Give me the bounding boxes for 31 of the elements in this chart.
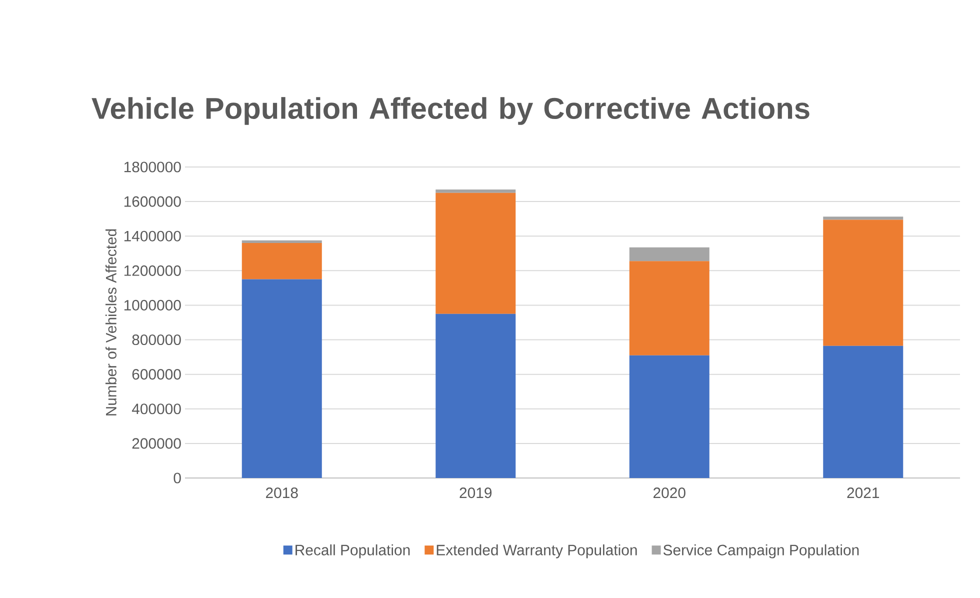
bar — [823, 346, 904, 478]
y-tick-label: 0 — [174, 472, 181, 484]
y-tick-label: 1800000 — [124, 162, 181, 172]
bar — [823, 216, 904, 220]
bar — [242, 240, 322, 244]
bar — [436, 189, 516, 193]
chart-title: Vehicle Population Affected by Corrective Actions — [92, 97, 810, 125]
y-tick-label: 200000 — [132, 438, 181, 449]
y-tick-label: 1600000 — [124, 196, 181, 207]
bar — [629, 261, 710, 356]
x-tick-label: 2021 — [847, 488, 880, 498]
bar — [629, 247, 710, 262]
bar — [242, 279, 322, 478]
bar — [823, 220, 904, 346]
legend-label: Recall Population — [296, 544, 410, 558]
bar — [436, 192, 516, 314]
y-tick-label: 600000 — [132, 369, 181, 380]
y-tick-label: 400000 — [132, 404, 181, 414]
bar — [629, 355, 710, 478]
y-axis-title: Number of Vehicles Affected — [105, 229, 116, 416]
y-tick-label: 800000 — [132, 334, 181, 346]
y-tick-label: 1000000 — [124, 300, 181, 311]
bar — [242, 243, 322, 280]
legend-label: Service Campaign Population — [663, 544, 859, 558]
x-tick-label: 2019 — [460, 488, 492, 498]
y-tick-label: 1200000 — [124, 265, 181, 276]
x-tick-label: 2020 — [654, 488, 686, 498]
y-tick-label: 1400000 — [124, 230, 181, 242]
x-tick-label: 2018 — [266, 488, 298, 498]
bar — [436, 314, 516, 478]
legend-label: Extended Warranty Population — [436, 544, 637, 558]
